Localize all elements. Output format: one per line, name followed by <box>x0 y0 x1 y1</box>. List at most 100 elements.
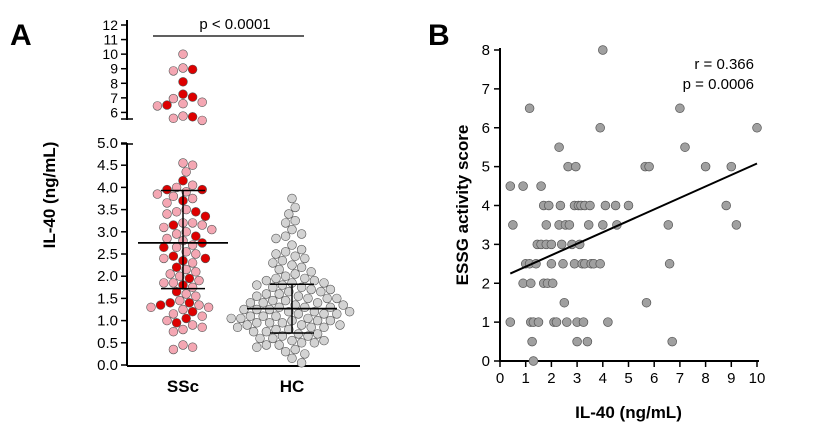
data-point-ssc <box>187 258 198 268</box>
y-tick-label: 4.5 <box>97 157 118 174</box>
scatter-point <box>664 259 675 269</box>
data-point-ssc <box>168 344 179 355</box>
data-point-hc <box>268 258 278 268</box>
y-tick-label: 3 <box>482 236 490 253</box>
data-point-ssc <box>162 315 172 326</box>
data-point-hc <box>280 295 291 306</box>
data-point-hc <box>296 262 307 272</box>
correlation-p-annotation: p = 0.0006 <box>683 76 754 93</box>
data-point-hc <box>264 318 275 328</box>
data-point-ssc <box>178 98 188 109</box>
data-point-hc <box>290 202 300 213</box>
data-point-ssc <box>168 309 179 319</box>
scatter-point <box>623 200 634 211</box>
data-point-hc <box>280 247 291 257</box>
data-point-ssc <box>155 300 166 310</box>
y-tick-label: 12 <box>102 17 118 33</box>
data-point-ssc <box>191 207 201 217</box>
data-point-hc <box>293 309 304 319</box>
data-point-hc <box>296 229 307 239</box>
data-point-ssc <box>152 101 163 111</box>
data-point-ssc <box>159 242 169 253</box>
y-tick-label: 8 <box>482 42 490 59</box>
y-tick-label: 11 <box>103 32 118 48</box>
x-tick-label: 7 <box>676 370 684 387</box>
y-tick-label: 0 <box>482 353 490 370</box>
data-point-hc <box>280 231 291 241</box>
scatter-point <box>721 200 731 211</box>
data-point-hc <box>287 335 297 346</box>
panel-b-x-axis-label: IL-40 (ng/mL) <box>575 403 682 422</box>
data-point-ssc <box>191 249 201 259</box>
scatter-point <box>505 317 516 327</box>
data-point-hc <box>248 327 259 337</box>
data-point-hc <box>300 302 310 312</box>
data-point-ssc <box>175 271 185 281</box>
data-point-ssc <box>168 278 179 288</box>
scatter-point <box>578 317 589 327</box>
data-point-ssc <box>181 247 191 257</box>
scatter-point <box>524 103 535 114</box>
scatter-point <box>505 181 516 191</box>
data-point-ssc <box>181 264 191 275</box>
x-tick-label: 5 <box>624 370 632 387</box>
correlation-r-annotation: r = 0.366 <box>694 56 754 73</box>
data-point-hc <box>306 267 316 277</box>
data-point-ssc <box>168 113 179 124</box>
data-point-hc <box>303 331 313 341</box>
data-point-hc <box>300 253 310 264</box>
data-point-hc <box>303 313 313 324</box>
x-tick-label: 6 <box>650 370 658 387</box>
y-tick-label: 6 <box>482 120 490 137</box>
data-point-ssc <box>159 278 169 288</box>
data-point-ssc <box>168 93 179 104</box>
scatter-point <box>598 220 608 230</box>
scatter-point <box>583 220 594 230</box>
data-point-hc <box>271 324 281 335</box>
data-point-ssc <box>194 275 204 286</box>
scatter-point <box>595 259 605 269</box>
y-tick-label: 7 <box>482 81 490 98</box>
data-point-hc <box>319 335 329 346</box>
scatter-point <box>752 123 762 133</box>
scatter-point <box>585 200 595 211</box>
data-point-hc <box>296 282 307 292</box>
panel-a-y-axis-label: IL-40 (ng/mL) <box>40 142 59 249</box>
data-point-ssc <box>194 300 204 310</box>
data-point-ssc <box>159 222 169 233</box>
scatter-point <box>564 220 575 230</box>
data-point-hc <box>300 273 310 284</box>
data-point-hc <box>274 340 284 350</box>
data-point-ssc <box>171 229 182 239</box>
data-point-ssc <box>181 289 191 299</box>
data-point-ssc <box>178 324 188 335</box>
data-point-ssc <box>187 282 198 292</box>
data-point-hc <box>280 271 291 281</box>
data-point-hc <box>325 302 336 312</box>
x-tick-label: 1 <box>522 370 530 387</box>
scatter-point <box>598 45 608 55</box>
data-point-hc <box>271 273 281 284</box>
data-point-ssc <box>197 97 207 107</box>
data-point-hc <box>293 329 304 339</box>
scatter-point <box>603 317 613 327</box>
data-point-hc <box>309 338 320 348</box>
data-point-hc <box>303 293 313 304</box>
data-point-ssc <box>162 233 172 244</box>
data-point-hc <box>290 251 300 261</box>
data-point-ssc <box>162 100 172 110</box>
scatter-point <box>544 200 554 211</box>
data-point-hc <box>268 333 278 344</box>
data-point-ssc <box>159 253 169 264</box>
data-point-ssc <box>152 189 163 199</box>
y-tick-label: 4 <box>482 198 490 215</box>
data-point-hc <box>287 240 297 250</box>
data-point-ssc <box>200 253 211 264</box>
data-point-hc <box>296 320 307 330</box>
data-point-ssc <box>168 251 179 261</box>
data-point-ssc <box>178 340 188 350</box>
scatter-point <box>667 336 677 347</box>
data-point-ssc <box>181 187 191 197</box>
data-point-hc <box>226 313 236 324</box>
